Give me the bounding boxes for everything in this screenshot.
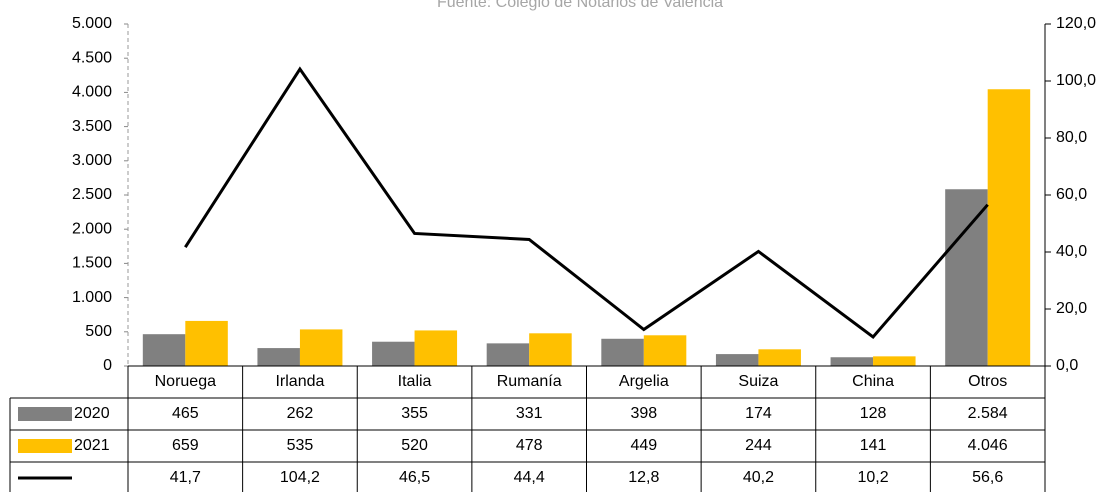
y-tick-label: 0: [103, 357, 112, 374]
table-value: 398: [630, 405, 657, 422]
table-value: 331: [516, 405, 543, 422]
bar: [486, 343, 530, 366]
chart-subtitle: Fuente: Colegio de Notarios de Valencia: [437, 0, 723, 11]
x-tick-label: Suiza: [738, 373, 778, 390]
bar: [372, 341, 415, 366]
y2-tick-label: 80,0: [1056, 129, 1087, 146]
bar: [601, 338, 644, 366]
table-value: 56,6: [972, 469, 1003, 486]
table-value: 174: [745, 405, 772, 422]
legend-label: 2020: [74, 405, 110, 422]
y-tick-label: 1.000: [72, 289, 112, 306]
bar: [987, 89, 1031, 366]
legend-swatch: [18, 407, 72, 421]
table-value: 44,4: [514, 469, 545, 486]
bar: [257, 348, 300, 366]
y-tick-label: 2.000: [72, 220, 112, 237]
x-tick-label: Otros: [968, 373, 1007, 390]
line-series: [184, 66, 989, 339]
table-value: 659: [172, 437, 199, 454]
legend-label: 2021: [74, 437, 110, 454]
table-value: 465: [172, 405, 199, 422]
bar: [529, 333, 572, 366]
y-tick-label: 4.000: [72, 84, 112, 101]
bar: [830, 357, 874, 366]
table-value: 2.584: [968, 405, 1008, 422]
y2-tick-label: 20,0: [1056, 300, 1087, 317]
table-value: 41,7: [170, 469, 201, 486]
table-value: 262: [287, 405, 314, 422]
bar: [299, 329, 343, 366]
table-value: 128: [860, 405, 887, 422]
table-value: 104,2: [280, 469, 320, 486]
table-value: 46,5: [399, 469, 430, 486]
y-tick-label: 3.500: [72, 118, 112, 135]
table-value: 10,2: [857, 469, 888, 486]
y-tick-label: 2.500: [72, 186, 112, 203]
table-value: 478: [516, 437, 543, 454]
bar: [142, 334, 186, 366]
bar: [873, 356, 916, 366]
x-tick-label: Argelia: [619, 373, 669, 390]
bar: [758, 349, 801, 366]
x-tick-label: Italia: [398, 373, 432, 390]
table-value: 4.046: [968, 437, 1008, 454]
y-tick-label: 5.000: [72, 15, 112, 32]
table-value: 141: [860, 437, 887, 454]
table-value: 244: [745, 437, 772, 454]
y2-tick-label: 100,0: [1056, 72, 1096, 89]
x-tick-label: China: [852, 373, 894, 390]
y2-tick-label: 120,0: [1056, 15, 1096, 32]
y2-tick-label: 40,0: [1056, 243, 1087, 260]
x-tick-label: Noruega: [155, 373, 216, 390]
y2-tick-label: 0,0: [1056, 357, 1078, 374]
bar: [643, 335, 687, 366]
table-value: 355: [401, 405, 428, 422]
bar: [715, 354, 759, 366]
y-tick-label: 1.500: [72, 255, 112, 272]
bar: [945, 189, 988, 366]
table-value: 40,2: [743, 469, 774, 486]
y-tick-label: 500: [85, 323, 112, 340]
bar: [414, 330, 458, 366]
table-value: 12,8: [628, 469, 659, 486]
table-value: 520: [401, 437, 428, 454]
x-tick-label: Rumanía: [497, 373, 562, 390]
table-value: 535: [287, 437, 314, 454]
bar: [185, 320, 228, 366]
x-tick-label: Irlanda: [275, 373, 324, 390]
y-tick-label: 4.500: [72, 49, 112, 66]
table-value: 449: [630, 437, 657, 454]
legend-swatch: [18, 439, 72, 453]
y2-tick-label: 60,0: [1056, 186, 1087, 203]
y-tick-label: 3.000: [72, 152, 112, 169]
